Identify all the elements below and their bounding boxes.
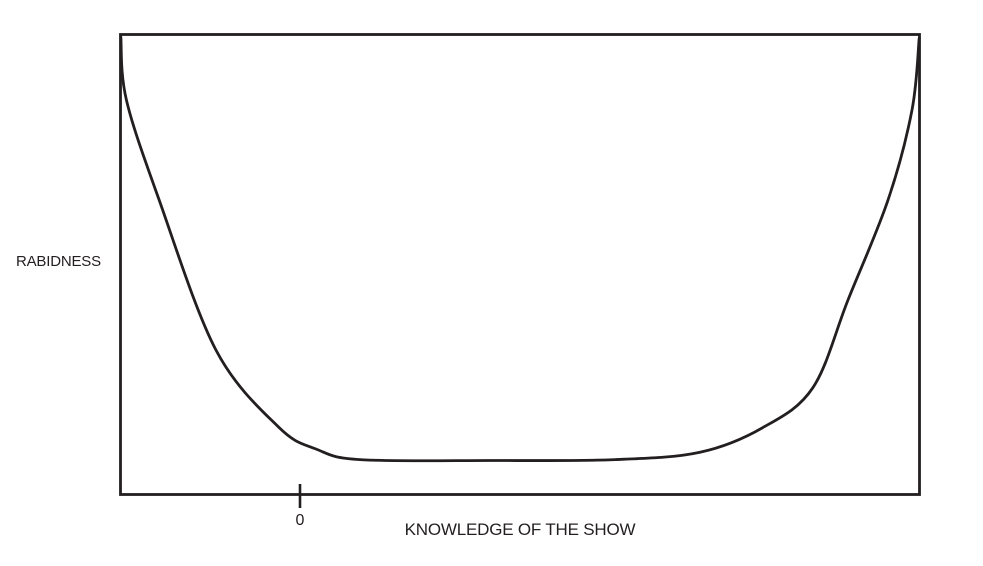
plot-frame xyxy=(119,33,921,496)
x-axis-zero-tick-label: 0 xyxy=(295,512,305,529)
rabidness-curve-line xyxy=(119,35,921,463)
y-axis-label: RABIDNESS xyxy=(16,253,101,270)
x-axis-label: KNOWLEDGE OF THE SHOW xyxy=(404,520,636,539)
